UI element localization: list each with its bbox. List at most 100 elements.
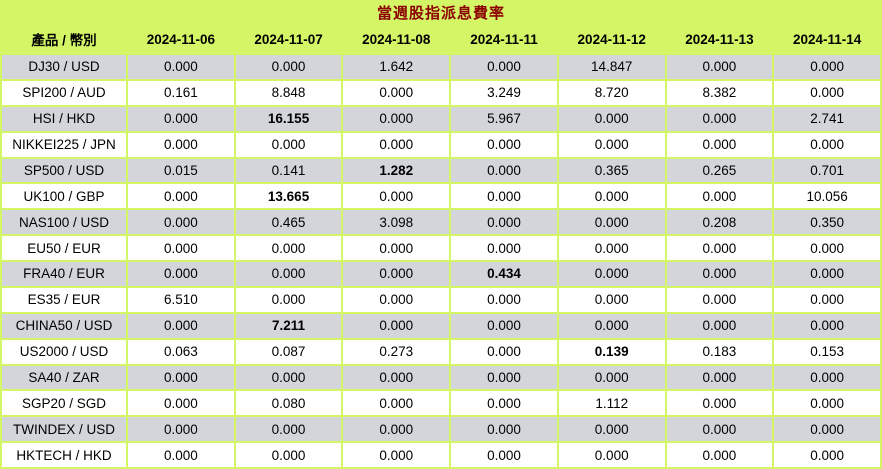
value-cell: 0.000	[451, 443, 557, 467]
value-cell: 0.000	[451, 287, 557, 312]
value-cell: 0.000	[666, 236, 773, 260]
product-cell: TWINDEX / USD	[2, 417, 126, 442]
value-cell: 0.000	[666, 313, 773, 338]
column-header-product: 產品 / 幣別	[31, 33, 97, 48]
value-cell: 0.350	[774, 210, 880, 235]
value-cell: 0.000	[774, 391, 880, 416]
value-cell: 0.000	[343, 417, 450, 442]
value-cell: 0.000	[558, 106, 665, 131]
value-cell: 0.000	[558, 236, 665, 260]
value-cell: 0.000	[666, 365, 773, 390]
value-cell: 0.000	[128, 236, 234, 260]
value-cell: 0.000	[343, 443, 450, 467]
value-cell: 0.000	[558, 443, 665, 467]
value-cell: 0.000	[451, 55, 557, 79]
column-header-date: 2024-11-07	[254, 31, 323, 47]
value-cell: 0.000	[128, 106, 234, 131]
product-cell: ES35 / EUR	[2, 287, 126, 312]
value-cell: 13.665	[235, 184, 342, 209]
value-cell: 0.000	[343, 365, 450, 390]
value-cell: 0.000	[343, 262, 450, 286]
value-cell: 0.000	[558, 313, 665, 338]
value-cell: 0.000	[451, 210, 557, 235]
value-cell: 0.000	[666, 184, 773, 209]
value-cell: 0.000	[343, 106, 450, 131]
value-cell: 0.000	[451, 339, 557, 364]
value-cell: 0.000	[343, 236, 450, 260]
value-cell: 0.000	[666, 391, 773, 416]
value-cell: 0.000	[774, 262, 880, 286]
value-cell: 8.848	[235, 80, 342, 105]
value-cell: 0.000	[128, 365, 234, 390]
product-cell: CHINA50 / USD	[2, 313, 126, 338]
value-cell: 0.000	[235, 365, 342, 390]
value-cell: 0.000	[451, 313, 557, 338]
product-cell: FRA40 / EUR	[2, 262, 126, 286]
product-cell: HSI / HKD	[2, 106, 126, 131]
product-cell: DJ30 / USD	[2, 55, 126, 79]
value-cell: 0.000	[235, 262, 342, 286]
value-cell: 0.000	[128, 55, 234, 79]
value-cell: 0.000	[774, 287, 880, 312]
value-cell: 0.000	[128, 184, 234, 209]
product-cell: HKTECH / HKD	[2, 443, 126, 467]
column-header-date: 2024-11-06	[146, 31, 215, 47]
value-cell: 0.000	[235, 287, 342, 312]
value-cell: 0.208	[666, 210, 773, 235]
product-cell: US2000 / USD	[2, 339, 126, 364]
value-cell: 0.000	[235, 443, 342, 467]
product-cell: EU50 / EUR	[2, 236, 126, 260]
value-cell: 0.000	[128, 417, 234, 442]
value-cell: 3.098	[343, 210, 450, 235]
value-cell: 0.015	[128, 158, 234, 183]
value-cell: 0.000	[558, 417, 665, 442]
value-cell: 0.000	[451, 132, 557, 157]
value-cell: 0.000	[451, 365, 557, 390]
value-cell: 0.000	[558, 210, 665, 235]
value-cell: 0.141	[235, 158, 342, 183]
value-cell: 0.000	[343, 132, 450, 157]
value-cell: 0.080	[235, 391, 342, 416]
value-cell: 1.112	[558, 391, 665, 416]
value-cell: 0.000	[451, 158, 557, 183]
value-cell: 3.249	[451, 80, 557, 105]
value-cell: 0.000	[666, 417, 773, 442]
value-cell: 0.000	[343, 184, 450, 209]
value-cell: 0.000	[774, 417, 880, 442]
value-cell: 0.000	[343, 313, 450, 338]
column-header-date: 2024-11-08	[362, 31, 431, 47]
value-cell: 0.000	[666, 106, 773, 131]
value-cell: 0.000	[774, 365, 880, 390]
product-cell: SGP20 / SGD	[2, 391, 126, 416]
value-cell: 14.847	[558, 55, 665, 79]
value-cell: 0.000	[666, 443, 773, 467]
value-cell: 6.510	[128, 287, 234, 312]
value-cell: 0.183	[666, 339, 773, 364]
value-cell: 0.000	[128, 262, 234, 286]
value-cell: 0.000	[343, 287, 450, 312]
value-cell: 16.155	[235, 106, 342, 131]
value-cell: 10.056	[774, 184, 880, 209]
value-cell: 0.000	[774, 236, 880, 260]
value-cell: 0.000	[128, 132, 234, 157]
value-cell: 0.139	[558, 339, 665, 364]
value-cell: 8.720	[558, 80, 665, 105]
value-cell: 0.000	[558, 184, 665, 209]
value-cell: 0.000	[666, 55, 773, 79]
product-cell: UK100 / GBP	[2, 184, 126, 209]
value-cell: 0.000	[558, 287, 665, 312]
value-cell: 0.000	[774, 55, 880, 79]
column-header-date: 2024-11-11	[470, 31, 538, 47]
value-cell: 0.000	[774, 313, 880, 338]
value-cell: 0.000	[451, 391, 557, 416]
value-cell: 0.265	[666, 158, 773, 183]
product-cell: NAS100 / USD	[2, 210, 126, 235]
value-cell: 0.000	[558, 262, 665, 286]
value-cell: 0.087	[235, 339, 342, 364]
value-cell: 0.000	[774, 443, 880, 467]
value-cell: 2.741	[774, 106, 880, 131]
value-cell: 0.063	[128, 339, 234, 364]
value-cell: 7.211	[235, 313, 342, 338]
dividend-rate-table: 產品 / 幣別 2024-11-06 2024-11-07 2024-11-08 202…	[0, 25, 882, 469]
product-cell: SA40 / ZAR	[2, 365, 126, 390]
